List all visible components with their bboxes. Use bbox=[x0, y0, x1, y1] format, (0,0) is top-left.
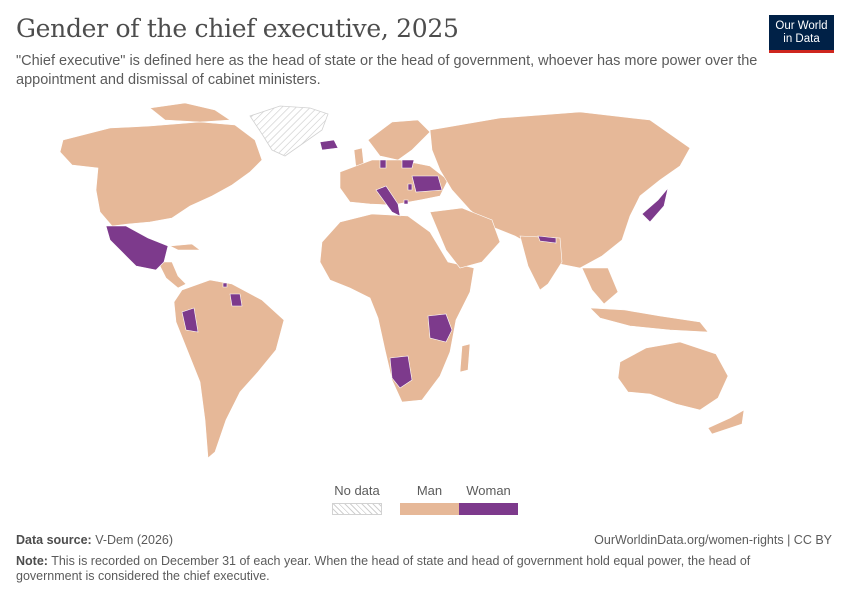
region-north-america bbox=[59, 121, 263, 227]
legend-man[interactable]: Man bbox=[400, 483, 459, 515]
region-tanzania bbox=[427, 313, 453, 343]
region-ukraine bbox=[411, 175, 443, 193]
region-trinidad bbox=[222, 282, 228, 288]
world-map[interactable] bbox=[0, 100, 850, 470]
region-iceland bbox=[319, 139, 339, 151]
region-madagascar bbox=[459, 343, 471, 373]
chart-title: Gender of the chief executive, 2025 bbox=[16, 14, 459, 43]
license-link[interactable]: OurWorldinData.org/women-rights | CC BY bbox=[594, 533, 832, 547]
region-new-zealand bbox=[707, 409, 745, 435]
region-india bbox=[519, 235, 563, 291]
region-cuba bbox=[168, 243, 201, 251]
chart-note: Note: This is recorded on December 31 of… bbox=[16, 554, 816, 584]
legend-woman-label: Woman bbox=[466, 483, 511, 498]
region-scandinavia bbox=[367, 119, 431, 161]
region-europe bbox=[339, 159, 449, 206]
region-namibia bbox=[389, 355, 413, 389]
region-mexico bbox=[105, 225, 169, 271]
region-moldova bbox=[407, 183, 413, 191]
region-australia bbox=[617, 341, 729, 411]
region-italy bbox=[375, 185, 401, 217]
legend-no-data-swatch bbox=[332, 503, 382, 515]
land-woman bbox=[105, 139, 669, 389]
legend-woman-swatch bbox=[459, 503, 518, 515]
region-greenland bbox=[249, 105, 329, 157]
region-denmark bbox=[379, 159, 387, 169]
legend-no-data[interactable]: No data bbox=[332, 483, 382, 515]
land-man bbox=[59, 102, 745, 459]
region-peru bbox=[181, 307, 199, 333]
region-south-america bbox=[173, 279, 285, 459]
region-africa bbox=[319, 213, 475, 403]
chart-subtitle: "Chief executive" is defined here as the… bbox=[16, 53, 758, 88]
region-japan bbox=[641, 187, 669, 223]
region-canadian-islands bbox=[149, 102, 231, 123]
region-indonesia bbox=[589, 307, 709, 333]
region-russia-asia bbox=[429, 111, 691, 269]
note-label: Note: bbox=[16, 554, 48, 568]
note-text: This is recorded on December 31 of each … bbox=[16, 554, 751, 583]
logo-line-2: in Data bbox=[783, 33, 820, 45]
logo-line-1: Our World bbox=[775, 20, 828, 32]
region-suriname bbox=[229, 293, 243, 307]
region-southeast-asia bbox=[581, 267, 619, 305]
data-source-label: Data source: bbox=[16, 533, 92, 547]
legend-no-data-label: No data bbox=[334, 483, 380, 498]
data-source-link[interactable]: V-Dem (2026) bbox=[95, 533, 174, 547]
legend-man-swatch bbox=[400, 503, 459, 515]
legend-man-label: Man bbox=[416, 483, 443, 498]
region-latvia bbox=[401, 159, 415, 169]
legend-woman[interactable]: Woman bbox=[459, 483, 518, 515]
owid-logo[interactable]: Our World in Data bbox=[769, 15, 834, 53]
data-source: Data source: V-Dem (2026) bbox=[16, 533, 173, 547]
region-nepal bbox=[537, 235, 557, 244]
region-central-america bbox=[157, 261, 187, 289]
region-middle-east bbox=[429, 207, 501, 269]
land-no-data bbox=[249, 105, 329, 157]
region-north-macedonia bbox=[403, 199, 409, 205]
